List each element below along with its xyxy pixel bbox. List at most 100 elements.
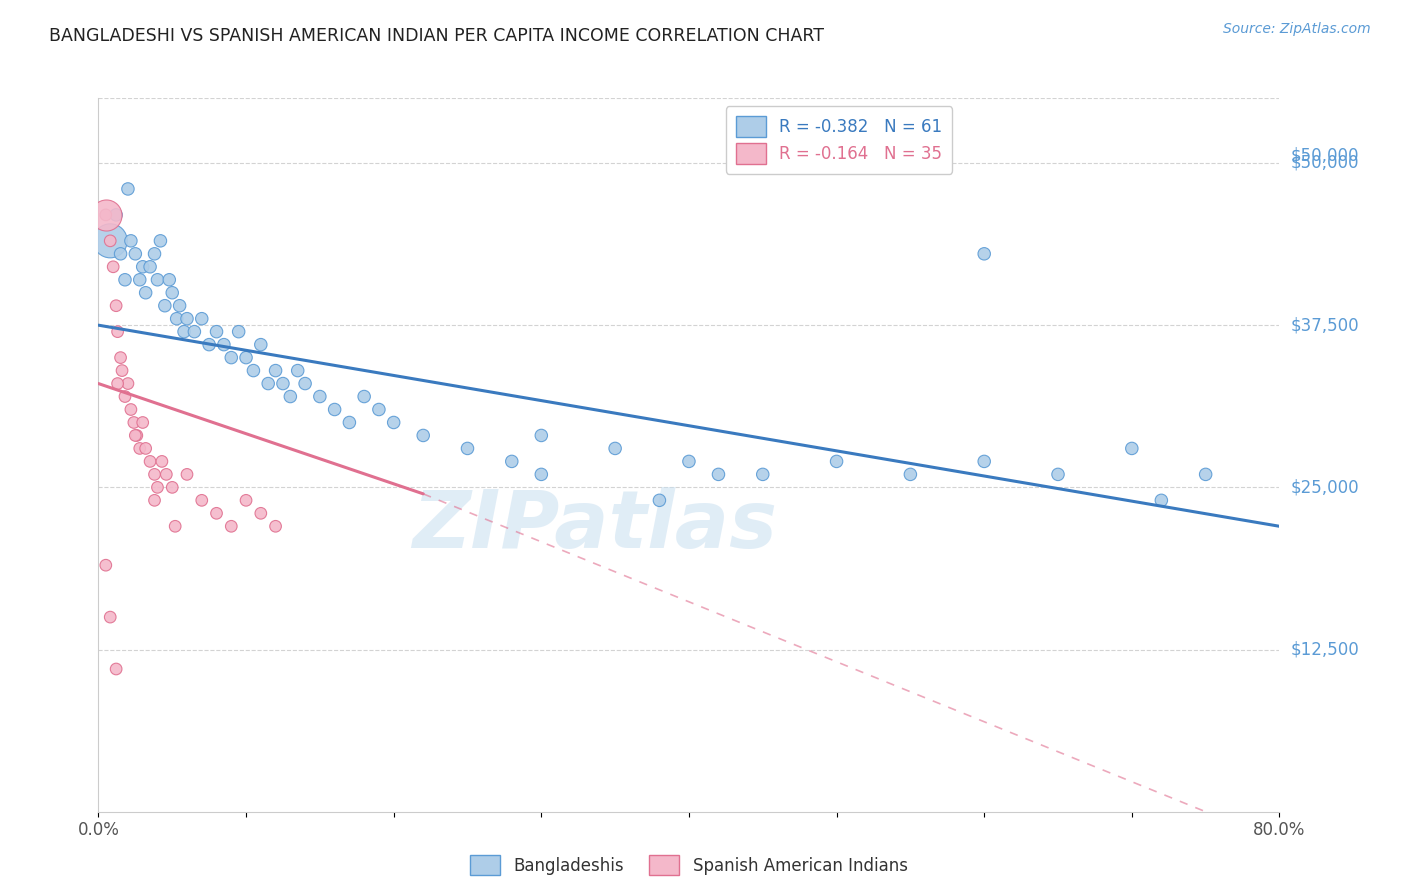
Point [1150, 493, 1173, 508]
Point [107, 325, 129, 339]
Point [143, 493, 166, 508]
Point [166, 311, 188, 326]
Point [107, 376, 129, 391]
Point [94, 208, 117, 222]
Point [212, 337, 235, 351]
Point [382, 416, 405, 430]
Text: ZIPatlas: ZIPatlas [412, 487, 778, 566]
Point [530, 428, 553, 442]
Point [219, 351, 242, 365]
Point [287, 363, 309, 377]
Point [165, 519, 187, 533]
Point [278, 390, 302, 404]
Point [162, 480, 183, 494]
Point [242, 363, 264, 377]
Point [678, 454, 700, 468]
Text: $50,000: $50,000 [1291, 146, 1360, 164]
Point [205, 325, 228, 339]
Text: $37,500: $37,500 [1291, 316, 1360, 334]
Point [900, 467, 922, 482]
Point [309, 390, 332, 404]
Point [456, 442, 478, 456]
Point [605, 442, 627, 456]
Point [150, 454, 173, 468]
Point [120, 234, 142, 248]
Point [1046, 467, 1069, 482]
Point [120, 402, 142, 417]
Point [105, 662, 128, 676]
Point [707, 467, 730, 482]
Point [132, 260, 155, 274]
Point [751, 467, 773, 482]
Point [143, 467, 166, 482]
Point [139, 454, 162, 468]
Point [153, 299, 176, 313]
Point [94, 558, 117, 573]
Point [264, 519, 287, 533]
Point [648, 493, 671, 508]
Point [149, 234, 172, 248]
Point [530, 467, 553, 482]
Point [143, 247, 166, 261]
Point [412, 428, 434, 442]
Point [122, 416, 145, 430]
Text: $25,000: $25,000 [1291, 478, 1360, 496]
Point [128, 442, 150, 456]
Text: $50,000: $50,000 [1291, 154, 1360, 172]
Point [205, 506, 228, 520]
Point [125, 428, 148, 442]
Point [191, 493, 214, 508]
Point [124, 247, 146, 261]
Point [250, 506, 273, 520]
Point [264, 363, 287, 377]
Point [235, 493, 257, 508]
Point [139, 260, 162, 274]
Legend: Bangladeshis, Spanish American Indians: Bangladeshis, Spanish American Indians [464, 848, 914, 882]
Text: $12,500: $12,500 [1291, 640, 1360, 658]
Point [135, 442, 157, 456]
Point [294, 376, 316, 391]
Point [973, 454, 995, 468]
Point [173, 325, 195, 339]
Point [111, 363, 134, 377]
Point [1121, 442, 1143, 456]
Point [157, 273, 180, 287]
Point [176, 311, 198, 326]
Point [219, 519, 242, 533]
Point [368, 402, 391, 417]
Point [110, 351, 132, 365]
Point [135, 285, 157, 300]
Point [114, 273, 136, 287]
Point [146, 273, 169, 287]
Point [105, 208, 128, 222]
Point [98, 234, 121, 248]
Text: Source: ZipAtlas.com: Source: ZipAtlas.com [1223, 22, 1371, 37]
Point [132, 416, 155, 430]
Point [337, 416, 360, 430]
Point [257, 376, 280, 391]
Point [155, 467, 177, 482]
Point [114, 390, 136, 404]
Point [228, 325, 250, 339]
Point [235, 351, 257, 365]
Point [271, 376, 294, 391]
Point [323, 402, 346, 417]
Point [146, 480, 169, 494]
Point [117, 182, 139, 196]
Point [825, 454, 848, 468]
Point [191, 311, 214, 326]
Point [183, 325, 205, 339]
Point [128, 273, 150, 287]
Point [1195, 467, 1218, 482]
Point [94, 208, 117, 222]
Point [103, 260, 125, 274]
Point [124, 428, 146, 442]
Point [176, 467, 198, 482]
Point [169, 299, 191, 313]
Point [353, 390, 375, 404]
Point [250, 337, 273, 351]
Text: BANGLADESHI VS SPANISH AMERICAN INDIAN PER CAPITA INCOME CORRELATION CHART: BANGLADESHI VS SPANISH AMERICAN INDIAN P… [49, 27, 824, 45]
Point [98, 610, 121, 624]
Point [117, 376, 139, 391]
Point [973, 247, 995, 261]
